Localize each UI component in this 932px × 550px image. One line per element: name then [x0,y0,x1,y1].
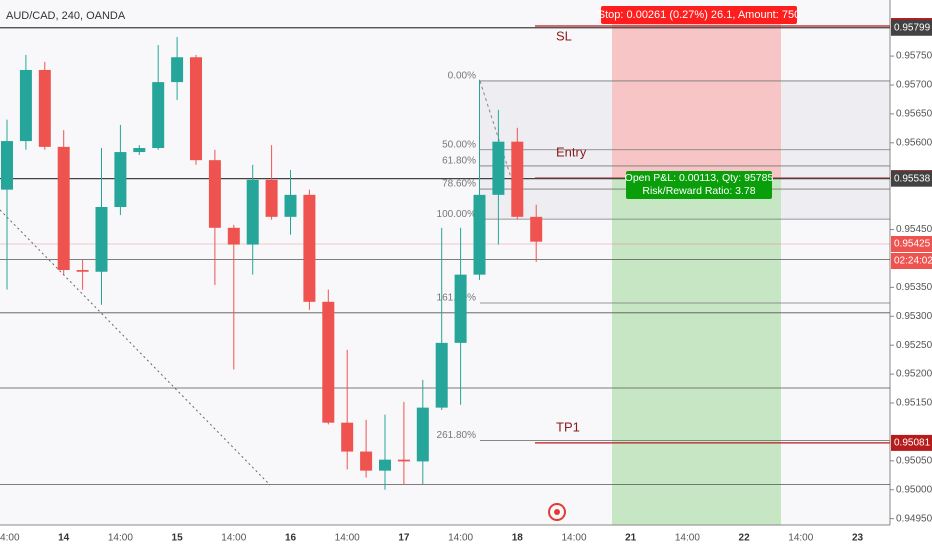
y-tick-label: 0.95050 [896,455,932,466]
candle-body [208,160,221,228]
pnl-text: Open P&L: 0.00113, Qty: 95785 [625,172,774,184]
x-tick-label: 18 [512,533,524,544]
pnl-box [626,171,772,199]
x-tick-label: 14 [58,533,70,544]
fib-label: 50.00% [442,139,476,150]
trend-line [0,209,271,486]
countdown-box [891,252,932,269]
candle-body [379,459,391,471]
candle-body [76,270,89,272]
fib-label: 261.80% [437,430,477,441]
candle-body [57,146,70,271]
y-tick-label: 0.94950 [896,513,932,524]
x-tick-label: 14:00 [561,533,586,544]
tp-label: TP1 [556,419,580,434]
candle-body [114,152,127,207]
candle-body [133,148,146,153]
x-tick-label: 14:00 [335,533,360,544]
target-zone [612,177,781,525]
x-tick-label: 16 [285,533,297,544]
candle-body [303,194,316,302]
candle-body [38,69,51,147]
candle-body [435,342,448,408]
price-label-box [891,170,932,187]
candle-body [454,274,467,343]
chart-title: AUD/CAD, 240, OANDA [6,10,126,22]
fib-label: 61.80% [442,156,476,167]
entry-label: Entry [556,144,587,159]
candle-body [265,179,278,217]
candle-body [397,459,410,462]
logo-icon [548,503,566,521]
stop-box [601,6,797,24]
price-label: 0.95799 [894,22,931,33]
x-tick-label: 14:00 [108,533,133,544]
x-tick-label: 15 [172,533,184,544]
stop-zone [612,7,781,177]
y-tick-label: 0.95750 [896,51,932,62]
x-tick-label: 14:00 [0,533,20,544]
y-tick-label: 0.95450 [896,224,932,235]
countdown-label: 02:24:02 [894,256,932,267]
candle-body [227,227,240,245]
y-tick-label: 0.95600 [896,137,932,148]
y-tick-label: 0.95000 [896,484,932,495]
y-tick-label: 0.95200 [896,369,932,380]
x-tick-label: 23 [852,533,864,544]
candle-body [152,82,165,149]
price-label-box [891,235,932,252]
fib-label: 78.60% [442,179,476,190]
candle-body [341,422,354,452]
y-tick-label: 0.95150 [896,398,932,409]
candle-body [492,141,505,195]
candle-body [284,194,297,217]
x-tick-label: 14:00 [675,533,700,544]
price-label: 0.95425 [894,239,931,250]
x-tick-label: 14:00 [788,533,813,544]
x-tick-label: 21 [625,533,637,544]
y-tick-label: 0.95250 [896,340,932,351]
rr-text: Risk/Reward Ratio: 3.78 [642,185,755,197]
candle-body [246,179,259,245]
fib-label: 100.00% [437,209,477,220]
fib-label: 0.00% [448,71,476,82]
candle-body [511,141,524,217]
candle-body [322,301,335,423]
price-label: 0.95081 [894,438,931,449]
candle-body [360,451,373,471]
candle-body [190,57,202,161]
price-label-box [891,434,932,451]
candle-body [473,194,486,275]
y-tick-label: 0.95700 [896,80,932,91]
x-tick-label: 14:00 [448,533,473,544]
stop-text: Stop: 0.00261 (0.27%) 26.1, Amount: 750 [598,9,800,21]
candle-body [171,57,184,83]
fib-trend-line [479,80,516,191]
price-label: 0.95538 [894,173,931,184]
candle-body [95,206,108,272]
price-label-box [891,19,932,36]
y-tick-label: 0.95650 [896,109,932,120]
x-tick-label: 14:00 [221,533,246,544]
candle-body [1,141,13,190]
x-tick-label: 17 [398,533,410,544]
candle-body [530,216,543,242]
sl-label: SL [556,28,572,43]
y-tick-label: 0.95350 [896,282,932,293]
y-tick-label: 0.95300 [896,311,932,322]
x-tick-label: 22 [739,533,751,544]
candle-body [19,69,32,142]
candle-body [416,407,429,462]
